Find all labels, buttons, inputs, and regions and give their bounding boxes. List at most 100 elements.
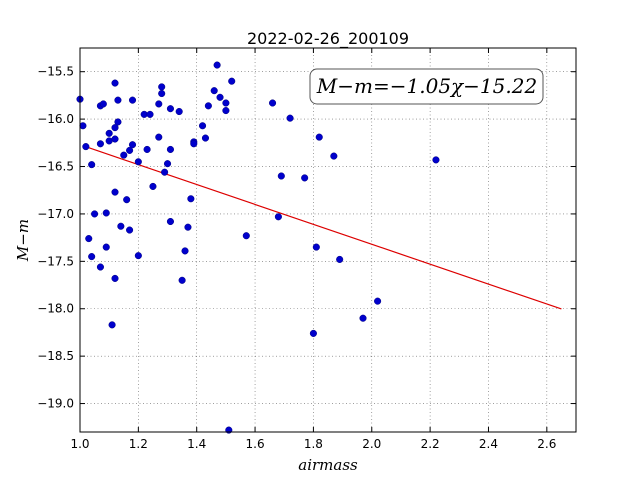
data-point [123, 196, 131, 204]
data-point [277, 172, 285, 180]
data-point [161, 168, 169, 176]
grid [79, 48, 576, 432]
data-point [102, 209, 110, 217]
data-point [82, 143, 90, 151]
data-point [286, 114, 294, 122]
x-tick-label: 2.6 [537, 437, 556, 451]
data-point [128, 141, 137, 149]
data-point [155, 100, 163, 108]
data-point [99, 100, 107, 108]
data-point [79, 122, 87, 130]
data-point [158, 83, 166, 91]
data-point [166, 217, 174, 226]
data-point [96, 140, 104, 148]
y-tick-label: −18.0 [37, 302, 74, 316]
data-point [134, 252, 142, 260]
data-point [111, 79, 119, 87]
data-point [216, 93, 224, 101]
data-point [184, 223, 192, 231]
data-point [312, 243, 320, 251]
data-point [222, 107, 230, 115]
y-tick-label: −17.5 [37, 254, 74, 268]
x-tick-label: 2.0 [362, 437, 381, 451]
x-tick-label: 2.4 [479, 437, 498, 451]
data-point [155, 133, 163, 141]
data-point [309, 329, 317, 337]
data-point [108, 321, 116, 329]
y-tick-labels: −15.5 −16.0 −16.5 −17.0 −17.5 −18.0 −18.5 −19.0 [37, 65, 74, 411]
x-tick-label: 1.2 [129, 437, 148, 451]
y-axis-label: M−m [14, 219, 32, 262]
data-point [111, 274, 119, 282]
data-point [128, 96, 137, 104]
data-point [105, 129, 113, 137]
data-point [274, 213, 282, 221]
data-point [228, 77, 236, 85]
data-point [166, 105, 174, 113]
fit-line-group [85, 146, 562, 310]
data-point [181, 247, 189, 255]
data-point [336, 255, 344, 263]
data-point [301, 174, 309, 182]
y-tick-label: −19.0 [37, 397, 74, 411]
fit-line [85, 146, 562, 310]
data-point [158, 89, 166, 98]
data-point [114, 118, 122, 126]
data-point [91, 210, 99, 218]
data-point [111, 135, 119, 143]
data-point [330, 152, 338, 160]
data-point [163, 160, 172, 168]
data-point [146, 110, 154, 118]
data-point [111, 124, 119, 132]
x-tick-label: 1.0 [70, 437, 89, 451]
x-tick-label: 1.8 [304, 437, 323, 451]
x-tick-label: 2.2 [421, 437, 440, 451]
data-point [198, 122, 207, 130]
data-point [242, 232, 250, 240]
x-axis-label: airmass [298, 456, 358, 474]
data-point [111, 188, 119, 196]
data-point [432, 156, 440, 164]
data-point [210, 87, 218, 95]
data-point [315, 133, 323, 141]
data-points [76, 61, 440, 434]
fit-annotation: M−m=−1.05χ−15.22 [316, 74, 537, 98]
data-point [359, 314, 367, 322]
data-point [175, 107, 183, 116]
data-point [374, 297, 382, 305]
data-point [88, 161, 96, 169]
data-point [126, 226, 134, 234]
data-point [143, 145, 151, 154]
data-point [190, 140, 198, 148]
data-point [149, 182, 157, 190]
data-point [114, 96, 122, 104]
chart-title: 2022-02-26_200109 [247, 29, 409, 49]
data-point [117, 222, 125, 230]
y-tick-label: −16.5 [37, 160, 74, 174]
data-point [102, 243, 110, 251]
y-tick-label: −15.5 [37, 65, 74, 79]
data-point [201, 134, 210, 142]
data-point [85, 235, 93, 243]
fit-annotation-box: M−m=−1.05χ−15.22 [309, 68, 544, 105]
data-point [222, 99, 230, 107]
data-point [178, 276, 186, 284]
y-tick-label: −16.0 [37, 112, 74, 126]
data-point [187, 195, 195, 203]
y-tick-label: −18.5 [37, 349, 74, 363]
data-point [134, 158, 142, 166]
plot-frame [79, 47, 577, 433]
x-tick-label: 1.6 [246, 437, 265, 451]
data-point [88, 253, 96, 261]
axis-ticks [79, 48, 576, 432]
data-point [213, 61, 221, 69]
data-point [126, 146, 134, 154]
data-point [96, 263, 104, 271]
data-point [120, 151, 128, 159]
data-point [204, 102, 212, 110]
y-tick-label: −17.0 [37, 207, 74, 221]
x-tick-labels: 1.0 1.2 1.4 1.6 1.8 2.0 2.2 2.4 2.6 [70, 437, 556, 451]
data-point [166, 145, 174, 154]
data-point [269, 99, 277, 107]
